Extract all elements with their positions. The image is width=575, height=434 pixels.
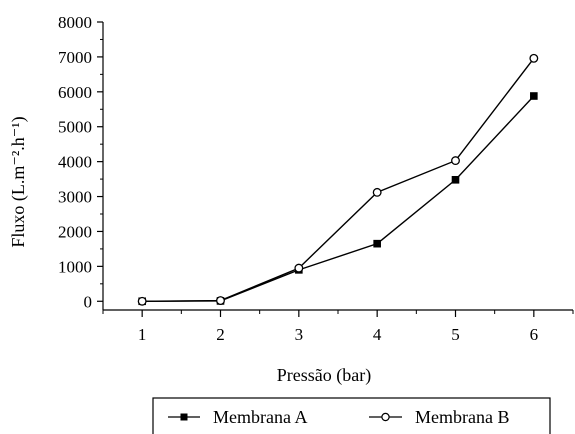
legend-marker-filled-square [180, 413, 188, 421]
data-point-membrana-b [451, 156, 460, 166]
x-tick-label: 4 [373, 325, 382, 344]
y-tick-label: 0 [84, 292, 93, 311]
x-axis-label: Pressão (bar) [277, 365, 371, 386]
x-tick-label: 6 [530, 325, 539, 344]
y-tick-label: 1000 [58, 257, 92, 276]
y-tick-label: 4000 [58, 153, 92, 172]
series-lines [142, 57, 535, 302]
legend: Membrana A Membrana B [152, 397, 551, 434]
y-tick-label: 7000 [58, 48, 92, 67]
legend-marker-open-circle [381, 412, 390, 422]
y-tick-label: 8000 [58, 13, 92, 32]
x-tick-label: 2 [216, 325, 225, 344]
x-tick-label: 1 [138, 325, 147, 344]
series-line-membrana-a [142, 95, 535, 302]
legend-box [152, 397, 551, 434]
x-ticks: 1 2 3 4 5 6 [102, 310, 574, 344]
data-point-membrana-b [529, 53, 539, 63]
data-point-membrana-a [530, 92, 538, 100]
y-ticks: 0 1000 2000 3000 4000 5000 6000 7000 8000 [58, 13, 103, 311]
y-tick-label: 2000 [58, 222, 92, 241]
legend-item-membrana-b: Membrana B [369, 407, 509, 427]
data-point-membrana-b [216, 296, 225, 306]
y-axis-label: Fluxo (L.m⁻².h⁻¹) [8, 116, 29, 247]
data-point-membrana-a [373, 239, 381, 248]
x-tick-label: 3 [295, 325, 304, 344]
series-markers [137, 53, 539, 306]
series-line-membrana-b [142, 57, 535, 302]
y-tick-label: 6000 [58, 83, 92, 102]
y-tick-label: 3000 [58, 188, 92, 207]
legend-label-membrana-a: Membrana A [213, 407, 307, 427]
legend-item-membrana-a: Membrana A [168, 407, 307, 427]
plot-area: 0 1000 2000 3000 4000 5000 6000 7000 8000 1 2 3 4 5 6 [58, 13, 574, 344]
data-point-membrana-b [137, 296, 147, 306]
data-point-membrana-b [294, 263, 304, 273]
legend-label-membrana-b: Membrana B [415, 407, 509, 427]
data-point-membrana-b [372, 187, 382, 197]
y-tick-label: 5000 [58, 118, 92, 137]
x-tick-label: 5 [451, 325, 460, 344]
data-point-membrana-a [451, 175, 460, 184]
